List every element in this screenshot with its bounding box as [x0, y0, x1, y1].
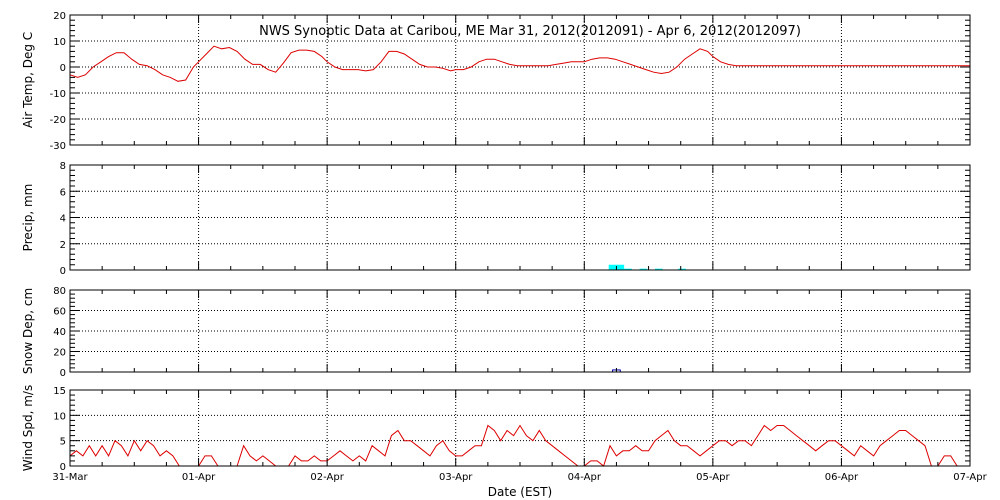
y-axis-label: Snow Dep, cm	[21, 288, 35, 374]
y-tick-label: 15	[53, 386, 66, 397]
x-tick-label: 07-Apr	[953, 472, 987, 483]
y-tick-label: 0	[60, 266, 66, 277]
y-tick-label: -20	[50, 115, 66, 126]
y-tick-label: 10	[53, 37, 66, 48]
y-axis-label: Wind Spd, m/s	[21, 385, 35, 471]
x-tick-label: 03-Apr	[439, 472, 473, 483]
x-tick-label: 01-Apr	[182, 472, 216, 483]
y-axis-label: Precip, mm	[21, 184, 35, 252]
y-tick-label: 0	[60, 63, 66, 74]
y-tick-label: 4	[60, 214, 66, 225]
bar	[678, 268, 686, 270]
y-tick-label: -10	[50, 89, 66, 100]
series-line	[69, 424, 970, 467]
chart-title: NWS Synoptic Data at Caribou, ME Mar 31,…	[259, 24, 801, 39]
x-tick-label: 02-Apr	[310, 472, 344, 483]
y-tick-label: 0	[60, 368, 66, 379]
y-tick-label: 80	[53, 286, 66, 297]
y-tick-label: 5	[60, 437, 66, 448]
y-tick-label: 10	[53, 411, 66, 422]
panel-wind-speed: 0 5 10 15 Wind Spd, m/s	[21, 385, 971, 473]
panel-precip: 0 2 4 6 8 Precip, mm	[21, 161, 971, 277]
y-tick-label: 40	[53, 327, 66, 338]
y-tick-label: 20	[53, 348, 66, 359]
bar	[624, 268, 632, 270]
y-axis-label: Air Temp, Deg C	[21, 32, 35, 128]
y-tick-label: 6	[60, 187, 66, 198]
panel-snow-depth: 0 20 40 60 80 Snow Dep, cm	[21, 286, 971, 379]
y-tick-label: 0	[60, 462, 66, 473]
y-tick-label: 60	[53, 307, 66, 318]
y-tick-label: 8	[60, 161, 66, 172]
bar	[639, 268, 648, 270]
x-tick-labels: 31-Mar 01-Apr 02-Apr 03-Apr 04-Apr 05-Apr 06-A…	[52, 472, 987, 483]
x-tick-label: 06-Apr	[825, 472, 859, 483]
x-tick-label: 31-Mar	[52, 472, 88, 483]
bar	[608, 264, 617, 270]
x-tick-label: 05-Apr	[696, 472, 730, 483]
x-tick-label: 04-Apr	[568, 472, 602, 483]
y-tick-label: 2	[60, 240, 66, 251]
y-tick-label: 20	[53, 11, 66, 22]
bar	[655, 268, 663, 270]
panel-air-temp: -30 -20 -10 0 10 20 Air Temp, Deg C	[21, 11, 971, 152]
bar	[616, 264, 625, 270]
plot-frame	[69, 389, 971, 467]
series-line	[69, 45, 970, 82]
y-tick-label: -30	[50, 141, 66, 152]
x-axis-label: Date (EST)	[488, 485, 552, 499]
